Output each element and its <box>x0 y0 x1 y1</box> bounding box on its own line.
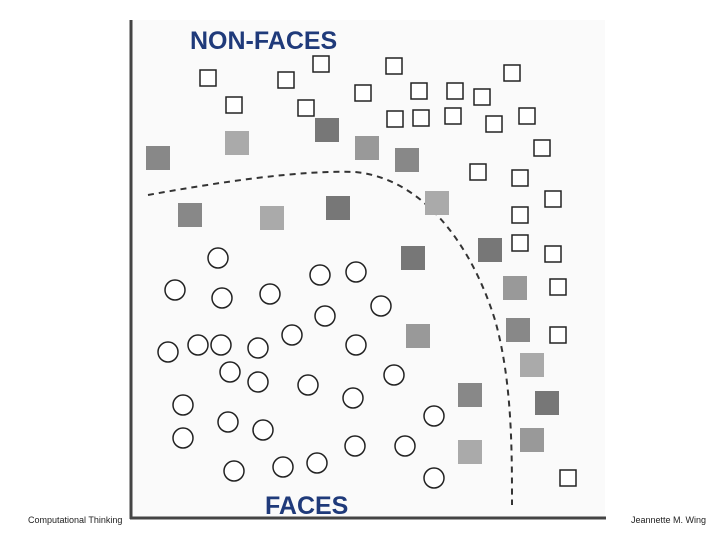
face-circle <box>252 419 274 441</box>
thumbnail <box>178 203 202 227</box>
thumbnail <box>506 318 530 342</box>
face-circle <box>223 460 245 482</box>
non-faces-label: NON-FACES <box>190 27 337 55</box>
non-face-square <box>225 96 243 114</box>
non-face-square <box>469 163 487 181</box>
non-face-square <box>485 115 503 133</box>
non-face-square <box>199 69 217 87</box>
face-circle <box>272 456 294 478</box>
face-circle <box>423 467 445 489</box>
thumbnail <box>520 353 544 377</box>
thumbnail <box>355 136 379 160</box>
thumbnail <box>225 131 249 155</box>
face-circle <box>345 261 367 283</box>
face-circle <box>247 337 269 359</box>
non-face-square <box>503 64 521 82</box>
face-circle <box>344 435 366 457</box>
non-face-square <box>410 82 428 100</box>
thumbnail <box>458 383 482 407</box>
face-circle <box>423 405 445 427</box>
face-circle <box>219 361 241 383</box>
thumbnail <box>315 118 339 142</box>
footer-left: Computational Thinking <box>28 515 122 525</box>
thumbnail <box>406 324 430 348</box>
non-face-square <box>559 469 577 487</box>
thumbnail <box>395 148 419 172</box>
face-circle <box>306 452 328 474</box>
thumbnail <box>326 196 350 220</box>
non-face-square <box>444 107 462 125</box>
non-face-square <box>473 88 491 106</box>
thumbnail <box>503 276 527 300</box>
face-circle <box>217 411 239 433</box>
face-circle <box>297 374 319 396</box>
thumbnail <box>425 191 449 215</box>
non-face-square <box>549 326 567 344</box>
face-circle <box>345 334 367 356</box>
face-circle <box>342 387 364 409</box>
footer-right: Jeannette M. Wing <box>631 515 706 525</box>
face-circle <box>164 279 186 301</box>
non-face-square <box>511 169 529 187</box>
thumbnail <box>260 206 284 230</box>
non-face-square <box>297 99 315 117</box>
non-face-square <box>511 234 529 252</box>
face-circle <box>314 305 336 327</box>
non-face-square <box>511 206 529 224</box>
face-circle <box>259 283 281 305</box>
thumbnail <box>146 146 170 170</box>
face-circle <box>247 371 269 393</box>
face-circle <box>211 287 233 309</box>
faces-label: FACES <box>265 492 348 520</box>
face-circle <box>172 394 194 416</box>
thumbnail <box>478 238 502 262</box>
face-circle <box>157 341 179 363</box>
non-face-square <box>549 278 567 296</box>
face-circle <box>210 334 232 356</box>
non-face-square <box>544 190 562 208</box>
samples <box>146 55 577 489</box>
non-face-square <box>277 71 295 89</box>
non-face-square <box>533 139 551 157</box>
face-circle <box>187 334 209 356</box>
non-face-square <box>412 109 430 127</box>
face-circle <box>383 364 405 386</box>
non-face-square <box>518 107 536 125</box>
non-face-square <box>385 57 403 75</box>
face-circle <box>207 247 229 269</box>
face-circle <box>370 295 392 317</box>
non-face-square <box>544 245 562 263</box>
non-face-square <box>312 55 330 73</box>
thumbnail <box>535 391 559 415</box>
thumbnail <box>458 440 482 464</box>
face-circle <box>309 264 331 286</box>
thumbnail <box>401 246 425 270</box>
face-circle <box>281 324 303 346</box>
non-face-square <box>386 110 404 128</box>
non-face-square <box>446 82 464 100</box>
face-circle <box>172 427 194 449</box>
thumbnail <box>520 428 544 452</box>
non-face-square <box>354 84 372 102</box>
face-circle <box>394 435 416 457</box>
